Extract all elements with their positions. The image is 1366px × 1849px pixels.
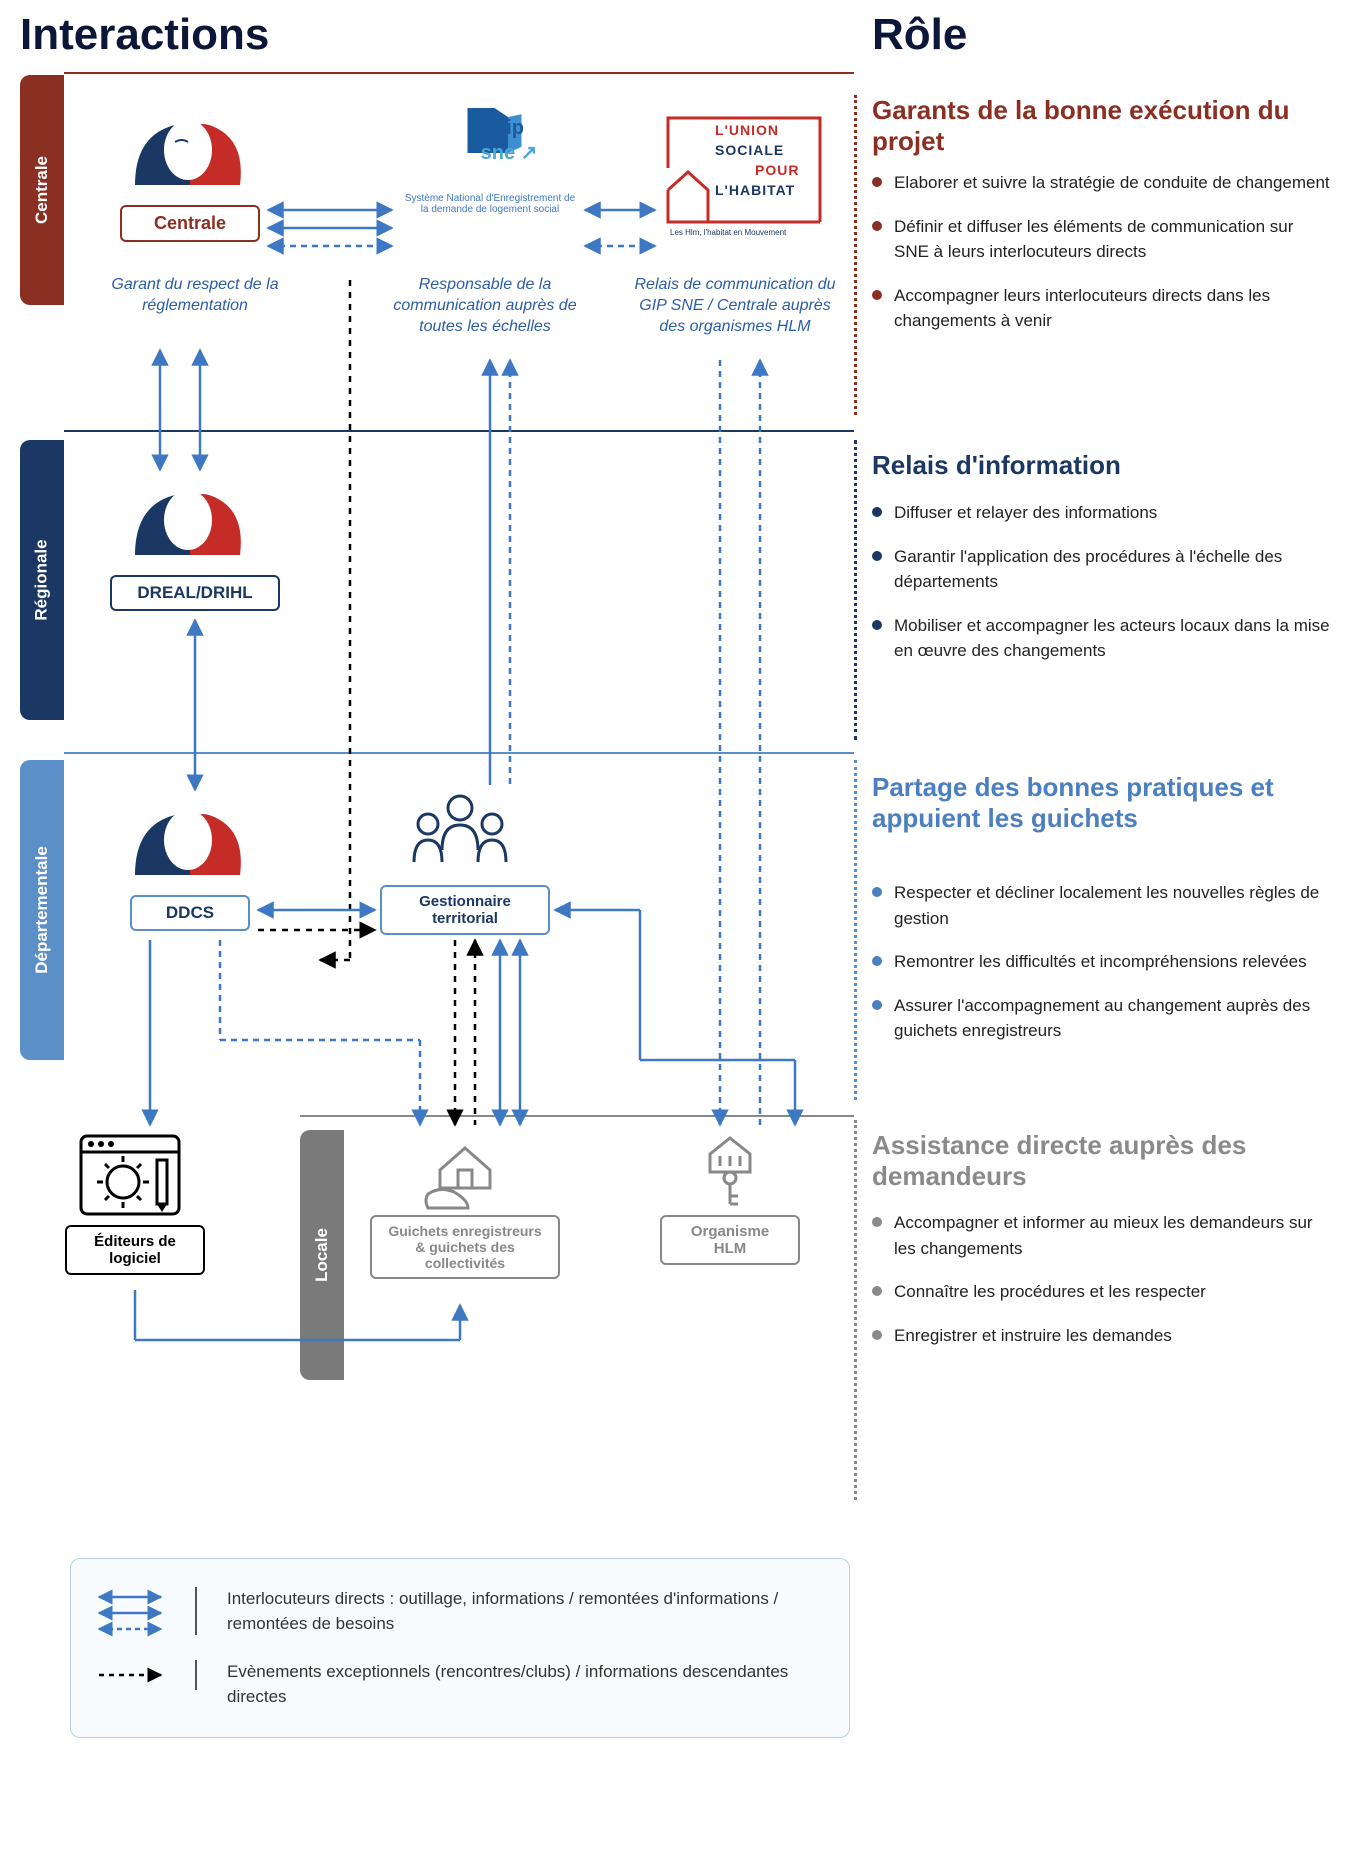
level-bar-regionale-label: Régionale [32,539,52,620]
legend-row-2: Evènements exceptionnels (rencontres/clu… [95,1660,825,1709]
sep-departementale [64,752,854,754]
ush-tagline: Les Hlm, l'habitat en Mouvement [670,228,786,237]
diagram-canvas: Interactions Rôle Centrale Régionale Dép… [0,0,1366,1849]
role-item: Elaborer et suivre la stratégie de condu… [872,170,1332,196]
logo-gip-sne: gip sne ↗ Système National d'Enregistrem… [400,100,580,215]
sep-locale [300,1115,854,1117]
legend-text-2: Evènements exceptionnels (rencontres/clu… [227,1660,825,1709]
box-guichets: Guichets enregistreurs & guichets des co… [370,1215,560,1279]
role-item-text: Enregistrer et instruire les demandes [894,1326,1172,1345]
gip-subtitle: Système National d'Enregistrement de la … [400,193,580,215]
level-bar-departementale-label: Départementale [32,846,52,974]
role-item: Garantir l'application des procédures à … [872,544,1332,595]
role-title-regionale: Relais d'information [872,450,1332,481]
role-item-text: Elaborer et suivre la stratégie de condu… [894,173,1330,192]
icon-marianne-departementale [130,790,250,890]
box-centrale: Centrale [120,205,260,242]
sep-centrale [64,72,854,74]
role-item-text: Garantir l'application des procédures à … [894,547,1282,592]
box-gest-terr: Gestionnaire territorial [380,885,550,935]
role-list-centrale: Elaborer et suivre la stratégie de condu… [872,170,1332,352]
role-item-text: Définir et diffuser les éléments de comm… [894,217,1293,262]
legend-box: Interlocuteurs directs : outillage, info… [70,1558,850,1738]
desc-gip: Responsable de la communication auprès d… [370,275,600,337]
heading-role: Rôle [872,10,967,60]
icon-marianne-regionale [130,470,250,570]
heading-interactions: Interactions [20,10,269,60]
role-item: Accompagner leurs interlocuteurs directs… [872,283,1332,334]
role-item-text: Accompagner leurs interlocuteurs directs… [894,286,1270,331]
role-list-departementale: Respecter et décliner localement les nou… [872,880,1332,1062]
role-item-text: Connaître les procédures et les respecte… [894,1282,1206,1301]
vdot-centrale [854,95,857,415]
role-list-regionale: Diffuser et relayer des informations Gar… [872,500,1332,682]
role-title-departementale: Partage des bonnes pratiques et appuient… [872,772,1332,834]
legend-symbol-blue-arrows [95,1587,165,1642]
level-bar-regionale: Régionale [20,440,64,720]
box-ddcs: DDCS [130,895,250,931]
role-item-text: Mobiliser et accompagner les acteurs loc… [894,616,1330,661]
role-item: Remontrer les difficultés et incompréhen… [872,949,1332,975]
ush-l1: L'UNION [715,122,779,138]
legend-symbol-black-dashed [95,1660,165,1695]
legend-divider [195,1660,197,1690]
box-dreal: DREAL/DRIHL [110,575,280,611]
legend-text-1: Interlocuteurs directs : outillage, info… [227,1587,825,1636]
role-item-text: Assurer l'accompagnement au changement a… [894,996,1310,1041]
icon-guichet [420,1130,510,1210]
role-item: Mobiliser et accompagner les acteurs loc… [872,613,1332,664]
ush-l2: SOCIALE [715,142,784,158]
vdot-regionale [854,440,857,740]
role-item: Diffuser et relayer des informations [872,500,1332,526]
role-title-locale: Assistance directe auprès des demandeurs [872,1130,1332,1192]
icon-org-hlm [690,1130,770,1210]
role-item: Assurer l'accompagnement au changement a… [872,993,1332,1044]
vdot-departementale [854,760,857,1100]
role-item: Enregistrer et instruire les demandes [872,1323,1332,1349]
level-bar-centrale: Centrale [20,75,64,305]
desc-centrale: Garant du respect de la réglementation [100,275,290,317]
role-item: Accompagner et informer au mieux les dem… [872,1210,1332,1261]
box-org-hlm: Organisme HLM [660,1215,800,1265]
role-item: Connaître les procédures et les respecte… [872,1279,1332,1305]
level-bar-centrale-label: Centrale [32,156,52,224]
ush-l4: L'HABITAT [715,182,795,198]
box-editeurs: Éditeurs de logiciel [65,1225,205,1275]
role-item: Respecter et décliner localement les nou… [872,880,1332,931]
ush-l3: POUR [755,162,799,178]
role-title-centrale: Garants de la bonne exécution du projet [872,95,1332,157]
role-list-locale: Accompagner et informer au mieux les dem… [872,1210,1332,1366]
vdot-locale [854,1120,857,1500]
level-bar-locale-label: Locale [312,1228,332,1282]
role-item-text: Remontrer les difficultés et incompréhen… [894,952,1307,971]
role-item-text: Diffuser et relayer des informations [894,503,1157,522]
desc-ush: Relais de communication du GIP SNE / Cen… [630,275,840,337]
legend-divider [195,1587,197,1635]
role-item: Définir et diffuser les éléments de comm… [872,214,1332,265]
role-item-text: Accompagner et informer au mieux les dem… [894,1213,1313,1258]
icon-people-group [400,790,520,880]
logo-ush: L'UNION SOCIALE POUR L'HABITAT Les Hlm, … [660,110,830,235]
level-bar-locale: Locale [300,1130,344,1380]
icon-marianne-centrale [130,100,250,200]
sep-regionale [64,430,854,432]
role-item-text: Respecter et décliner localement les nou… [894,883,1319,928]
legend-row-1: Interlocuteurs directs : outillage, info… [95,1587,825,1642]
icon-software-editor [75,1130,185,1220]
level-bar-departementale: Départementale [20,760,64,1060]
